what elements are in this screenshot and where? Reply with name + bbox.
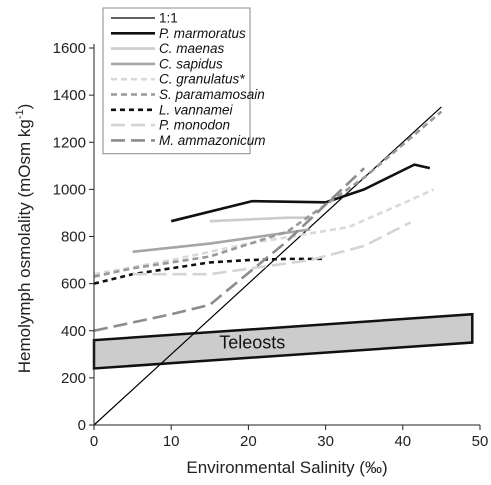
series-line <box>93 188 435 276</box>
legend-label: C. maenas <box>159 41 225 56</box>
legend-label: P. marmoratus <box>159 26 246 41</box>
x-axis-label: Environmental Salinity (‰) <box>186 458 387 477</box>
legend-label: 1:1 <box>159 11 178 26</box>
x-tick-label: 20 <box>240 433 257 450</box>
legend-label: L. vannamei <box>159 102 234 117</box>
series-line <box>93 257 326 285</box>
y-axis-label-close: ) <box>15 104 34 110</box>
x-tick-label: 10 <box>163 433 180 450</box>
series-line <box>209 216 311 223</box>
y-tick-label: 800 <box>61 229 86 246</box>
y-tick-label: 200 <box>61 370 86 387</box>
legend-label: C. granulatus* <box>159 72 245 87</box>
series-line <box>93 167 366 333</box>
legend-label: P. monodon <box>159 118 230 133</box>
legend-label: M. ammazonicum <box>159 133 266 148</box>
y-tick-label: 1200 <box>53 134 86 151</box>
series-line <box>132 221 412 276</box>
ticks-layer: 0 10 20 30 40 50 0 200 400 600 800 1000 1200 1400 1600 <box>53 40 489 450</box>
y-tick-label: 400 <box>61 323 86 340</box>
legend-label: S. paramamosain <box>159 87 265 102</box>
series-line <box>170 163 431 223</box>
x-tick-label: 30 <box>317 433 334 450</box>
series-line <box>132 228 311 254</box>
series-line <box>93 106 442 426</box>
x-tick-label: 0 <box>90 433 98 450</box>
y-tick-label: 1600 <box>53 40 86 57</box>
legend-label: C. sapidus <box>159 56 223 71</box>
y-axis-label-main: Hemolymph osmolality (mOsm kg <box>15 119 34 373</box>
teleosts-band-label: Teleosts <box>219 332 285 352</box>
x-tick-label: 50 <box>472 433 489 450</box>
y-tick-label: 600 <box>61 276 86 293</box>
y-tick-label: 1000 <box>53 181 86 198</box>
y-tick-label: 0 <box>78 417 86 434</box>
y-axis-label: Hemolymph osmolality (mOsm kg-1) <box>14 104 34 374</box>
y-tick-label: 1400 <box>53 87 86 104</box>
axes-layer <box>93 44 480 426</box>
y-axis-label-superscript: -1 <box>14 109 26 119</box>
series-lines-layer <box>93 106 443 426</box>
teleosts-band-layer: Teleosts <box>92 312 474 370</box>
x-tick-label: 40 <box>394 433 411 450</box>
series-line <box>93 110 443 278</box>
